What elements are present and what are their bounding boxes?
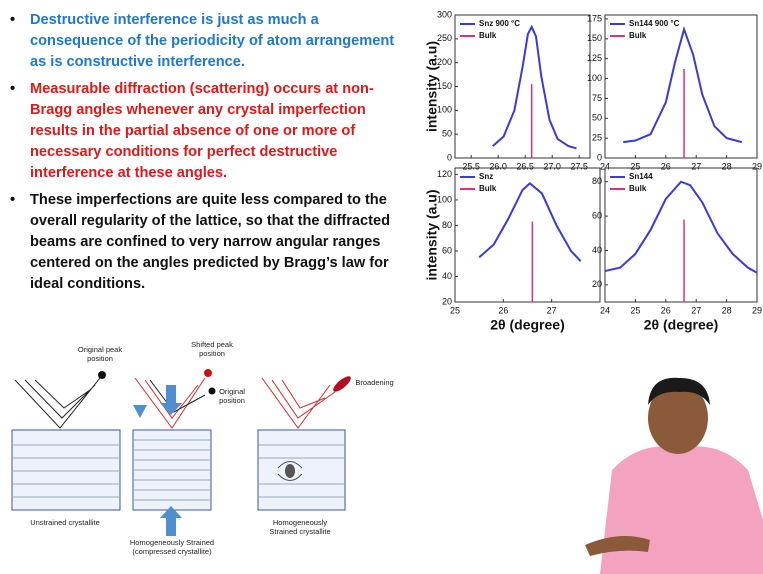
x-tick-label: 26.5 [516,161,534,171]
legend-label: Bulk [629,31,647,40]
x-tick-label: 25 [630,305,640,315]
series-line [623,29,742,142]
x-axis-label: 2θ (degree) [490,317,564,333]
x-tick-label: 29 [752,305,762,315]
x-tick-label: 27 [547,305,557,315]
y-tick-label: 40 [592,245,602,255]
x-tick-label: 27.0 [543,161,561,171]
legend-label: Sn144 900 °C [629,19,680,28]
x-tick-label: 26 [661,161,671,171]
y-tick-label: 20 [592,279,602,289]
legend-label: Bulk [479,184,497,193]
x-tick-label: 25.5 [462,161,480,171]
legend-label: Bulk [629,184,647,193]
y-tick-label: 0 [447,152,452,162]
plot-frame [455,15,590,158]
y-tick-label: 150 [587,33,602,43]
y-tick-label: 120 [437,169,452,179]
y-tick-label: 100 [587,73,602,83]
plot-frame [605,168,757,302]
plot-frame [455,168,600,302]
x-tick-label: 26.0 [489,161,507,171]
y-tick-label: 50 [592,113,602,123]
y-tick-label: 60 [592,210,602,220]
y-tick-label: 80 [592,176,602,186]
x-tick-label: 28 [722,161,732,171]
legend-label: Sn144 [629,172,653,181]
x-tick-label: 25 [450,305,460,315]
y-tick-label: 50 [442,129,452,139]
y-axis-label: intensity (a.u) [424,41,440,132]
series-line [479,183,581,261]
y-tick-label: 175 [587,13,602,23]
y-tick-label: 75 [592,93,602,103]
x-tick-label: 27 [691,305,701,315]
slide: Destructive interference is just as much… [0,0,763,574]
y-tick-label: 40 [442,271,452,281]
y-tick-label: 80 [442,220,452,230]
series-line [493,27,577,149]
x-tick-label: 27 [691,161,701,171]
x-tick-label: 26 [498,305,508,315]
x-tick-label: 25 [630,161,640,171]
plot-frame [605,15,757,158]
charts: 05010015020025030025.526.026.527.027.5Sn… [0,0,763,574]
y-tick-label: 25 [592,133,602,143]
y-axis-label: intensity (a.u) [424,189,440,280]
x-tick-label: 24 [600,305,610,315]
series-line [605,182,757,273]
y-tick-label: 60 [442,245,452,255]
legend-label: Snz [479,172,493,181]
x-tick-label: 26 [661,305,671,315]
x-tick-label: 27.5 [570,161,588,171]
legend-label: Bulk [479,31,497,40]
legend-label: Snz 900 °C [479,19,520,28]
y-tick-label: 300 [437,9,452,19]
x-tick-label: 28 [722,305,732,315]
y-tick-label: 125 [587,53,602,63]
x-axis-label: 2θ (degree) [644,317,718,333]
